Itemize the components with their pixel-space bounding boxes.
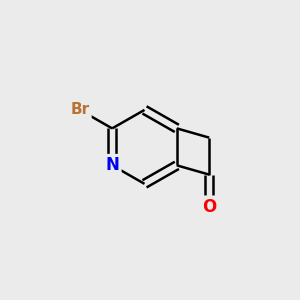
Text: Br: Br: [70, 102, 89, 117]
Text: N: N: [105, 156, 119, 174]
Text: O: O: [202, 198, 216, 216]
